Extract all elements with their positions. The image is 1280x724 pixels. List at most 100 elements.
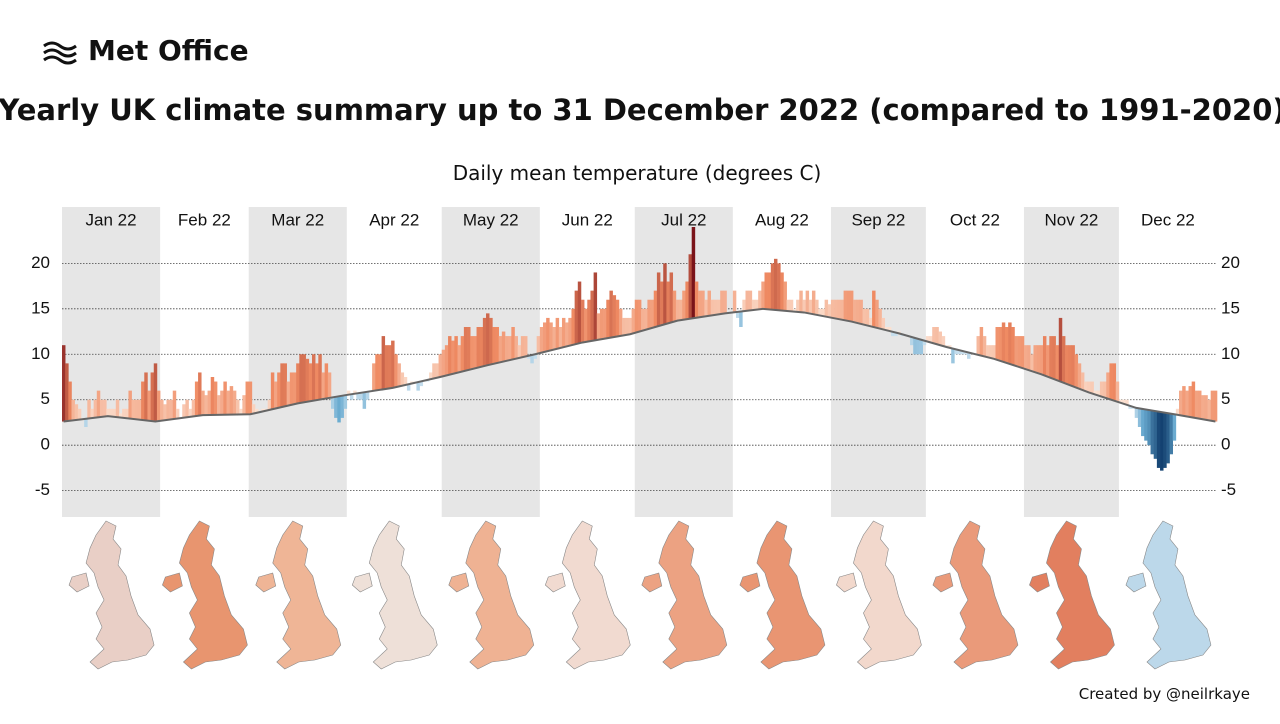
bar	[575, 291, 578, 344]
bar	[185, 400, 188, 418]
bar	[673, 291, 676, 322]
logo-icon	[44, 43, 76, 63]
bar	[714, 300, 717, 315]
bar	[388, 345, 391, 388]
bar	[242, 395, 245, 414]
bar	[1204, 395, 1207, 420]
bar	[382, 336, 385, 389]
bar	[651, 300, 654, 328]
bar	[1033, 345, 1036, 372]
bar	[1151, 411, 1154, 455]
bar	[777, 263, 780, 310]
bar	[84, 419, 87, 427]
y2-tick-label: 0	[1221, 435, 1230, 454]
bar	[1154, 411, 1157, 459]
bar	[796, 300, 799, 312]
month-label: Jul 22	[661, 210, 706, 229]
bar	[198, 372, 201, 415]
bar	[518, 345, 521, 358]
bar	[581, 300, 584, 343]
bar	[125, 409, 128, 418]
bar	[65, 363, 68, 421]
month-band	[249, 207, 347, 517]
y2-tick-label: 20	[1221, 253, 1240, 272]
bar	[296, 363, 299, 403]
bar	[774, 259, 777, 310]
bar	[318, 354, 321, 399]
bar	[733, 291, 736, 313]
bar	[1021, 336, 1024, 368]
bar	[1008, 322, 1011, 364]
bar	[704, 300, 707, 317]
bar	[916, 339, 919, 354]
bar	[920, 340, 923, 355]
bar	[913, 338, 916, 354]
bar	[834, 300, 837, 319]
bar	[739, 311, 742, 327]
bar	[613, 295, 616, 337]
bar	[1138, 408, 1141, 427]
bar	[1030, 354, 1033, 371]
uk-map	[69, 521, 154, 669]
month-band	[635, 207, 733, 517]
bar	[995, 327, 998, 360]
bar	[1090, 382, 1093, 394]
bar	[1106, 372, 1109, 398]
bar	[363, 392, 366, 409]
bar	[812, 291, 815, 315]
bar	[176, 409, 179, 419]
bar	[214, 382, 217, 415]
bar	[828, 304, 831, 317]
bar	[1147, 410, 1150, 445]
bar	[837, 300, 840, 319]
bar	[546, 318, 549, 351]
bar	[204, 395, 207, 415]
bar	[220, 391, 223, 415]
bar	[999, 327, 1002, 361]
bar	[135, 400, 138, 420]
chart-title: Daily mean temperature (degrees C)	[453, 161, 822, 185]
bar	[942, 336, 945, 346]
bar	[325, 363, 328, 398]
bar	[246, 382, 249, 415]
bar	[344, 395, 347, 409]
bar	[625, 318, 628, 335]
bar	[594, 272, 597, 340]
bar	[552, 327, 555, 350]
bar	[432, 363, 435, 378]
bar	[859, 300, 862, 324]
bar	[809, 300, 812, 314]
bar	[223, 382, 226, 415]
bar	[122, 409, 125, 418]
bar	[939, 332, 942, 346]
bar	[568, 318, 571, 346]
bar	[277, 372, 280, 407]
bar	[951, 349, 954, 364]
y-tick-label: 10	[31, 344, 50, 363]
bar	[1087, 382, 1090, 393]
bar	[742, 300, 745, 311]
bar	[992, 345, 995, 359]
bar	[628, 318, 631, 334]
bar	[752, 300, 755, 310]
bar	[128, 391, 131, 419]
bar	[334, 397, 337, 418]
uk-map	[836, 521, 921, 669]
bar	[1160, 412, 1163, 470]
month-label: Jun 22	[562, 210, 613, 229]
bar	[189, 409, 192, 417]
bar	[764, 272, 767, 309]
bar	[875, 300, 878, 328]
bar	[309, 363, 312, 401]
bar	[163, 404, 166, 420]
bar	[882, 318, 885, 330]
bar	[397, 363, 400, 386]
bar	[132, 400, 135, 419]
bar	[549, 322, 552, 350]
bar	[606, 300, 609, 338]
bar	[1185, 391, 1188, 417]
bar	[211, 377, 214, 415]
bar	[192, 400, 195, 417]
bar	[1018, 336, 1021, 367]
